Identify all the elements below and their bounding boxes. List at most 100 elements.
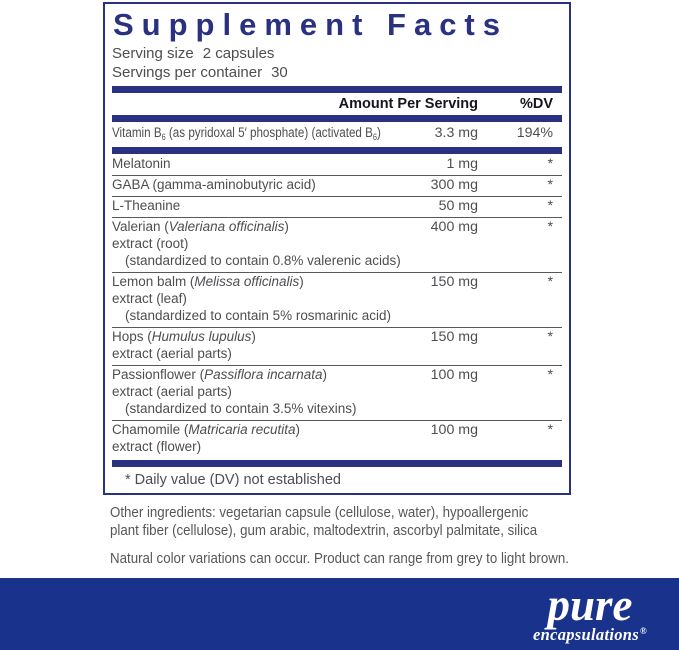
daily-value: *: [547, 274, 553, 290]
color-variation-note-text: Natural color variations can occur. Prod…: [110, 551, 569, 567]
amount-per-serving-value: 400 mg: [430, 219, 478, 235]
servings-per-container-label: Servings per container: [112, 63, 263, 81]
ingredient-name-text: L-Theanine: [112, 198, 181, 214]
amount-per-serving-value: 300 mg: [430, 177, 478, 193]
botanical-name: Passiflora incarnata: [204, 367, 323, 383]
ingredient-name: Valerian (Valeriana officinalis): [112, 219, 289, 236]
daily-value: *: [547, 329, 553, 345]
ingredient-name-text: 6: [372, 132, 377, 142]
table-header: Amount Per Serving %DV: [112, 95, 562, 113]
ingredient-row-main-line: Lemon balm (Melissa officinalis) 150 mg *: [112, 274, 562, 291]
amount-per-serving-value: 150 mg: [430, 274, 478, 290]
daily-value: *: [547, 367, 553, 383]
botanical-name: Humulus lupulus: [151, 329, 252, 345]
ingredient-name: Vitamin B6 (as pyridoxal 5′ phosphate) (…: [112, 125, 381, 143]
panel-title: Supplement Facts: [113, 7, 508, 42]
brand-subname: encapsulations®: [533, 624, 647, 643]
ingredient-name-text: GABA (gamma-aminobutyric acid): [112, 177, 316, 193]
serving-size-label: Serving size: [112, 45, 194, 62]
ingredient-detail-line: extract (flower): [112, 439, 562, 456]
thick-divider-bar: [112, 115, 562, 122]
serving-size-value: 2 capsules: [202, 45, 275, 62]
ingredient-row-main-line: L-Theanine 50 mg *: [112, 198, 562, 215]
ingredient-name-text: 6: [161, 132, 166, 142]
ingredient-detail-text: extract (leaf): [112, 291, 187, 307]
ingredient-name-text: Vitamin B: [112, 125, 162, 141]
amount-per-serving-value: 150 mg: [430, 329, 478, 345]
ingredient-detail-text: (standardized to contain 0.8% valerenic …: [125, 253, 401, 269]
ingredient-detail-line: extract (leaf): [112, 291, 562, 308]
ingredient-name-text: Passionflower (: [112, 367, 205, 383]
ingredient-name-text: Melatonin: [112, 156, 171, 172]
ingredient-detail-text: (standardized to contain 3.5% vitexins): [125, 401, 357, 417]
daily-value: 194%: [516, 125, 553, 141]
thick-divider-bar: [112, 460, 562, 467]
ingredient-row: Vitamin B6 (as pyridoxal 5′ phosphate) (…: [112, 124, 562, 145]
label-column: Supplement Facts Serving size 2 capsules …: [103, 2, 571, 568]
other-ingredients-text: Other ingredients: vegetarian capsule (c…: [110, 504, 571, 540]
other-ingredients-line: Other ingredients: vegetarian capsule (c…: [110, 505, 529, 521]
servings-per-container-value: 30: [271, 63, 288, 81]
ingredient-row: L-Theanine 50 mg *: [112, 196, 562, 217]
daily-value-footnote: * Daily value (DV) not established: [125, 472, 341, 488]
thick-divider-bar: [112, 147, 562, 154]
ingredient-name-text: ): [251, 329, 256, 345]
ingredient-row-main-line: Hops (Humulus lupulus) 150 mg *: [112, 329, 562, 346]
ingredient-detail-line: (standardized to contain 3.5% vitexins): [112, 401, 562, 418]
other-ingredients-line: plant fiber (cellulose), gum arabic, mal…: [110, 523, 538, 539]
amount-per-serving-value: 100 mg: [430, 422, 478, 438]
ingredient-detail-text: extract (aerial parts): [112, 346, 232, 362]
ingredient-name: Melatonin: [112, 156, 170, 173]
ingredient-row: Chamomile (Matricaria recutita) 100 mg * ex…: [112, 420, 562, 458]
ingredient-name-text: Valerian (: [112, 219, 169, 235]
ingredient-row-main-line: Melatonin 1 mg *: [112, 156, 562, 173]
amount-per-serving-value: 1 mg: [446, 156, 478, 172]
ingredient-row: GABA (gamma-aminobutyric acid) 300 mg *: [112, 175, 562, 196]
ingredient-name-text: ): [284, 219, 289, 235]
ingredient-name-text: ): [322, 367, 328, 383]
column-header-amount: Amount Per Serving: [338, 96, 478, 112]
ingredient-detail-line: extract (aerial parts): [112, 384, 562, 401]
daily-value: *: [547, 422, 553, 438]
daily-value: *: [547, 198, 553, 214]
ingredient-name: Passionflower (Passiflora incarnata): [112, 367, 327, 384]
supplement-facts-panel: Supplement Facts Serving size 2 capsules …: [103, 2, 571, 495]
ingredient-name: GABA (gamma-aminobutyric acid): [112, 177, 316, 194]
ingredient-name-text: ): [299, 274, 304, 290]
brand-band: pure encapsulations®: [0, 578, 679, 650]
registered-trademark-symbol: ®: [639, 626, 647, 636]
ingredient-row-main-line: Vitamin B6 (as pyridoxal 5′ phosphate) (…: [112, 125, 562, 143]
ingredient-name: Lemon balm (Melissa officinalis): [112, 274, 304, 291]
ingredient-row: Melatonin 1 mg *: [112, 155, 562, 175]
serving-size-line: Serving size 2 capsules: [112, 45, 562, 64]
ingredient-rows: Vitamin B6 (as pyridoxal 5′ phosphate) (…: [112, 124, 562, 458]
ingredient-name: L-Theanine: [112, 198, 180, 215]
ingredient-name-text: (as pyridoxal 5′ phosphate) (activated B: [165, 125, 373, 141]
amount-per-serving-value: 3.3 mg: [434, 125, 478, 141]
amount-per-serving-value: 100 mg: [430, 367, 478, 383]
column-header-dv: %DV: [519, 96, 553, 112]
ingredient-row: Valerian (Valeriana officinalis) 400 mg * e…: [112, 217, 562, 272]
daily-value: *: [547, 156, 553, 172]
pure-encapsulations-logo: pure encapsulations®: [533, 580, 647, 643]
amount-per-serving-value: 50 mg: [438, 198, 478, 214]
ingredient-row: Passionflower (Passiflora incarnata) 100 …: [112, 365, 562, 420]
ingredient-name: Hops (Humulus lupulus): [112, 329, 256, 346]
ingredient-name-text: ): [376, 125, 381, 141]
daily-value: *: [547, 177, 553, 193]
ingredient-row-main-line: GABA (gamma-aminobutyric acid) 300 mg *: [112, 177, 562, 194]
brand-name: pure: [547, 580, 633, 630]
thick-divider-bar: [112, 86, 562, 93]
ingredient-detail-line: (standardized to contain 0.8% valerenic …: [112, 253, 562, 270]
ingredient-detail-text: extract (aerial parts): [112, 384, 232, 400]
ingredient-name-text: ): [295, 422, 301, 438]
ingredient-name-text: Hops (: [112, 329, 152, 345]
servings-per-container-line: Servings per container 30: [112, 64, 562, 83]
ingredient-row-main-line: Passionflower (Passiflora incarnata) 100 …: [112, 367, 562, 384]
ingredient-name-text: Chamomile (: [112, 422, 189, 438]
ingredient-detail-line: extract (aerial parts): [112, 346, 562, 363]
ingredient-name-text: Lemon balm (: [112, 274, 195, 290]
daily-value: *: [547, 219, 553, 235]
ingredient-detail-text: extract (flower): [112, 439, 202, 455]
